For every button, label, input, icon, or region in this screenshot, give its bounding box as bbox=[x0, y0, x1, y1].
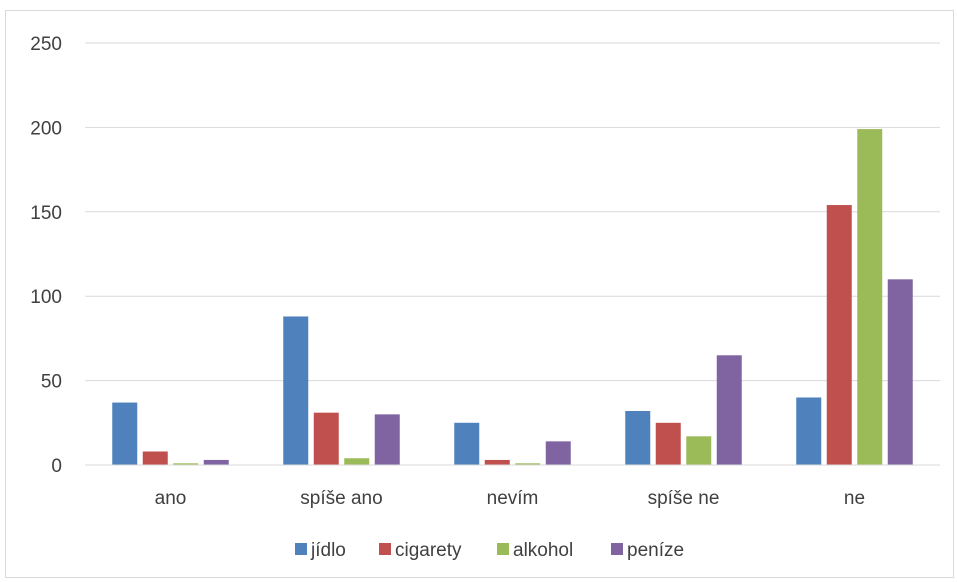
bar bbox=[857, 129, 883, 465]
y-tick-label: 50 bbox=[41, 372, 62, 393]
x-category-label: ano bbox=[155, 488, 187, 509]
legend-label: cigarety bbox=[395, 540, 462, 561]
bar bbox=[545, 441, 571, 465]
x-axis-category-labels: ano spíše ano nevím spíše ne ne bbox=[155, 488, 865, 509]
bar bbox=[374, 414, 400, 465]
bar bbox=[283, 316, 309, 465]
legend-swatch bbox=[611, 543, 623, 555]
bar bbox=[173, 463, 199, 465]
legend: jídlo cigarety alkohol peníze bbox=[295, 540, 684, 561]
bar bbox=[313, 412, 339, 465]
bar bbox=[484, 459, 510, 465]
legend-label: jídlo bbox=[310, 540, 346, 561]
y-tick-label: 100 bbox=[30, 287, 62, 308]
y-tick-label: 150 bbox=[30, 203, 62, 224]
bar bbox=[515, 463, 541, 465]
y-tick-label: 250 bbox=[30, 34, 62, 55]
legend-swatch bbox=[497, 543, 509, 555]
bars bbox=[112, 129, 913, 465]
y-tick-label: 200 bbox=[30, 118, 62, 139]
bar bbox=[655, 422, 681, 465]
bar bbox=[716, 355, 742, 465]
bar bbox=[454, 422, 480, 465]
legend-swatch bbox=[295, 543, 307, 555]
x-category-label: spíše ne bbox=[648, 488, 720, 509]
y-axis-tick-labels: 0 50 100 150 200 250 bbox=[30, 34, 62, 477]
legend-label: alkohol bbox=[513, 540, 573, 561]
legend-swatch bbox=[379, 543, 391, 555]
x-category-label: ne bbox=[844, 488, 865, 509]
bar bbox=[686, 436, 712, 465]
bar bbox=[625, 410, 651, 465]
bar bbox=[887, 279, 913, 465]
bar bbox=[826, 205, 852, 465]
bar bbox=[796, 397, 822, 465]
x-category-label: spíše ano bbox=[300, 488, 382, 509]
gridlines bbox=[85, 42, 940, 382]
bar bbox=[142, 451, 168, 465]
y-tick-label: 0 bbox=[51, 456, 62, 477]
bar bbox=[344, 458, 370, 465]
bar bbox=[203, 459, 229, 465]
x-category-label: nevím bbox=[487, 488, 539, 509]
legend-label: peníze bbox=[627, 540, 684, 561]
chart-frame bbox=[5, 10, 954, 578]
bar bbox=[112, 402, 138, 465]
